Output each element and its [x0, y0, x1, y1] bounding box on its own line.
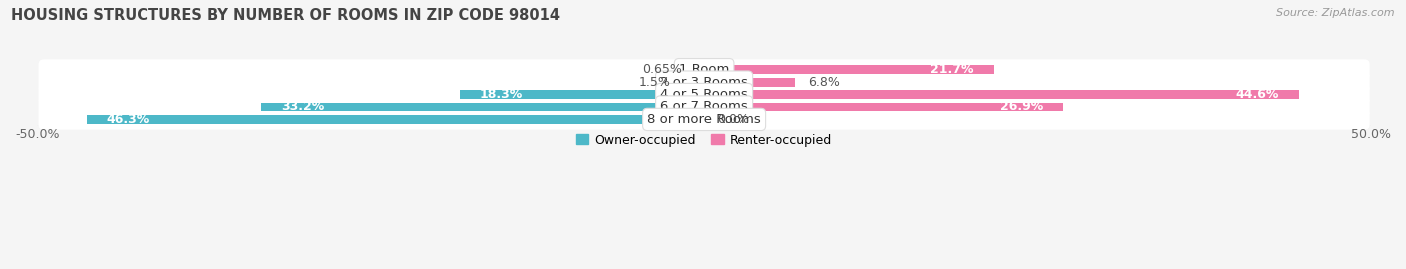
Text: 21.7%: 21.7% — [929, 63, 973, 76]
Text: 8 or more Rooms: 8 or more Rooms — [647, 113, 761, 126]
Bar — [262, 102, 704, 111]
Text: 0.0%: 0.0% — [717, 113, 749, 126]
Text: 0.65%: 0.65% — [643, 63, 682, 76]
Text: 1 Room: 1 Room — [679, 63, 730, 76]
Bar — [460, 90, 704, 99]
Text: 4 or 5 Rooms: 4 or 5 Rooms — [661, 88, 748, 101]
FancyBboxPatch shape — [38, 84, 1369, 105]
Text: 44.6%: 44.6% — [1236, 88, 1279, 101]
Text: 26.9%: 26.9% — [1000, 101, 1043, 114]
Text: 33.2%: 33.2% — [281, 101, 325, 114]
Text: 18.3%: 18.3% — [479, 88, 523, 101]
Legend: Owner-occupied, Renter-occupied: Owner-occupied, Renter-occupied — [571, 129, 837, 152]
Bar — [704, 102, 1063, 111]
Bar — [704, 65, 994, 74]
Bar — [685, 78, 704, 87]
FancyBboxPatch shape — [38, 59, 1369, 80]
FancyBboxPatch shape — [38, 97, 1369, 117]
FancyBboxPatch shape — [38, 109, 1369, 130]
Text: HOUSING STRUCTURES BY NUMBER OF ROOMS IN ZIP CODE 98014: HOUSING STRUCTURES BY NUMBER OF ROOMS IN… — [11, 8, 560, 23]
Text: 1.5%: 1.5% — [638, 76, 671, 89]
Text: 6 or 7 Rooms: 6 or 7 Rooms — [661, 101, 748, 114]
Bar — [696, 65, 704, 74]
Text: 6.8%: 6.8% — [808, 76, 839, 89]
Text: 46.3%: 46.3% — [107, 113, 150, 126]
Text: Source: ZipAtlas.com: Source: ZipAtlas.com — [1277, 8, 1395, 18]
Bar — [87, 115, 704, 124]
Bar — [704, 90, 1299, 99]
Bar — [704, 78, 794, 87]
Text: 2 or 3 Rooms: 2 or 3 Rooms — [661, 76, 748, 89]
FancyBboxPatch shape — [38, 72, 1369, 92]
